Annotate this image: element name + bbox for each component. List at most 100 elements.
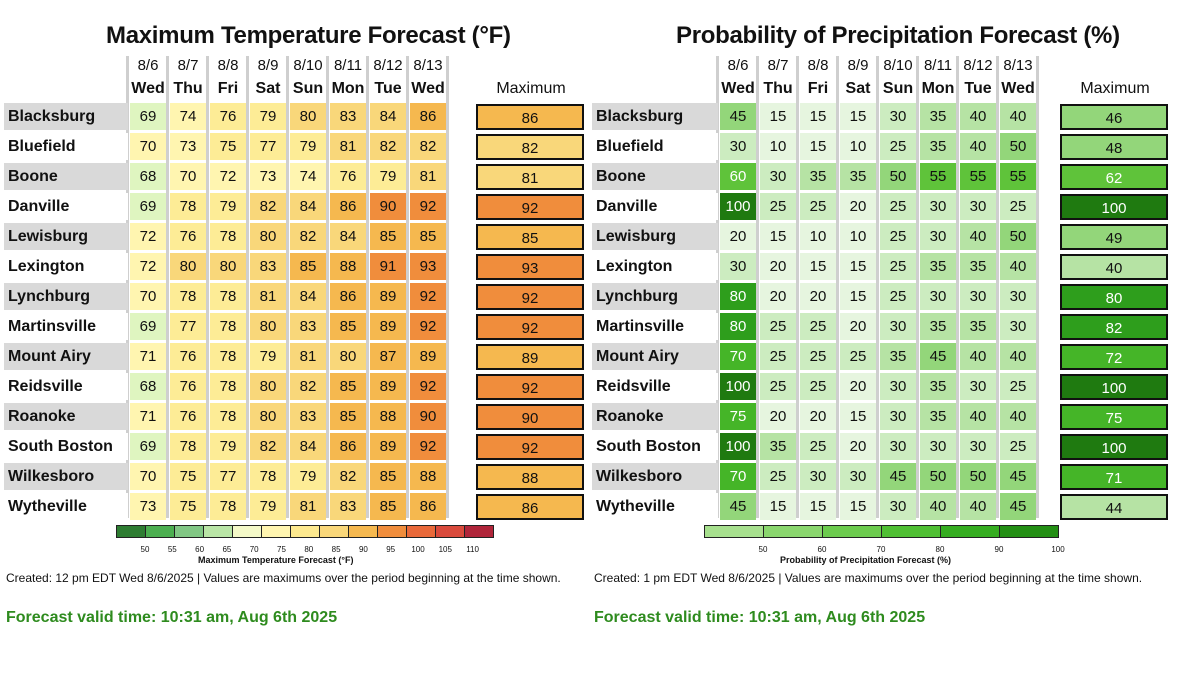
forecast-cell: 69 [130,193,166,220]
forecast-cell: 30 [920,193,956,220]
date-header: 8/6 [727,57,749,74]
city-label: Blacksburg [4,103,128,130]
forecast-cell: 88 [410,463,446,490]
forecast-cell: 35 [920,103,956,130]
colorbar-tick-label: 60 [195,545,205,554]
forecast-cell: 76 [170,343,206,370]
forecast-cell: 30 [880,493,916,520]
date-header: 8/6 [137,57,159,74]
forecast-cell: 30 [880,403,916,430]
day-header: Thu [763,80,793,97]
colorbar-tick-label: 110 [466,545,479,554]
forecast-cell: 86 [330,283,366,310]
column-separator [876,56,879,518]
forecast-cell: 92 [410,283,446,310]
colorbar-segment [822,525,882,538]
forecast-cell: 30 [880,373,916,400]
forecast-cell: 72 [130,223,166,250]
date-header: 8/10 [883,57,913,74]
maximum-cell: 92 [476,194,584,220]
column-separator [326,56,329,518]
forecast-cell: 45 [880,463,916,490]
forecast-cell: 82 [250,193,286,220]
forecast-cell: 15 [840,493,876,520]
forecast-cell: 30 [760,163,796,190]
forecast-cell: 73 [130,493,166,520]
forecast-cell: 15 [800,493,836,520]
forecast-cell: 35 [920,313,956,340]
forecast-cell: 85 [330,313,366,340]
forecast-cell: 82 [410,133,446,160]
forecast-cell: 76 [210,103,246,130]
forecast-cell: 84 [290,283,326,310]
temperature-title: Maximum Temperature Forecast (°F) [106,22,511,49]
forecast-cell: 84 [290,193,326,220]
forecast-cell: 78 [210,403,246,430]
forecast-cell: 30 [960,193,996,220]
precipitation-panel: Probability of Precipitation Forecast (%… [590,0,1200,675]
forecast-cell: 82 [250,433,286,460]
forecast-cell: 35 [920,373,956,400]
city-label: Wytheville [592,493,718,520]
colorbar-tick-label: 95 [386,545,396,554]
forecast-cell: 81 [250,283,286,310]
city-label: Boone [4,163,128,190]
maximum-cell: 40 [1060,254,1168,280]
city-label: Lynchburg [4,283,128,310]
column-separator [366,56,369,518]
forecast-cell: 79 [250,103,286,130]
forecast-cell: 25 [880,223,916,250]
forecast-cell: 45 [1000,463,1036,490]
forecast-cell: 79 [210,433,246,460]
forecast-cell: 15 [760,493,796,520]
city-label: South Boston [592,433,718,460]
forecast-cell: 25 [880,193,916,220]
forecast-cell: 80 [330,343,366,370]
forecast-cell: 80 [720,313,756,340]
colorbar-tick-label: 100 [1051,545,1065,554]
day-header: Thu [173,80,203,97]
day-header: Tue [374,80,402,97]
forecast-cell: 35 [920,133,956,160]
forecast-cell: 20 [840,373,876,400]
forecast-cell: 92 [410,373,446,400]
city-label: Mount Airy [592,343,718,370]
forecast-cell: 35 [960,313,996,340]
date-header: 8/8 [807,57,829,74]
forecast-cell: 30 [840,463,876,490]
forecast-cell: 15 [800,253,836,280]
forecast-cell: 87 [370,343,406,370]
date-header: 8/10 [293,57,323,74]
forecast-cell: 73 [170,133,206,160]
city-label: Blacksburg [592,103,718,130]
column-separator [756,56,759,518]
forecast-cell: 83 [290,313,326,340]
maximum-cell: 100 [1060,194,1168,220]
maximum-cell: 46 [1060,104,1168,130]
day-header: Tue [964,80,992,97]
forecast-cell: 30 [920,223,956,250]
column-separator [286,56,289,518]
forecast-cell: 85 [370,493,406,520]
column-separator [446,56,449,518]
forecast-cell: 72 [130,253,166,280]
forecast-cell: 30 [960,433,996,460]
forecast-cell: 92 [410,193,446,220]
city-label: Roanoke [4,403,128,430]
forecast-cell: 30 [800,463,836,490]
date-header: 8/11 [923,57,953,74]
forecast-cell: 20 [760,283,796,310]
forecast-cell: 73 [250,163,286,190]
day-header: Wed [721,80,755,97]
forecast-cell: 70 [720,343,756,370]
maximum-cell: 85 [476,224,584,250]
maximum-cell: 82 [476,134,584,160]
column-separator [406,56,409,518]
day-header: Fri [807,80,829,97]
forecast-cell: 40 [960,343,996,370]
forecast-cell: 25 [760,313,796,340]
colorbar-segment [174,525,204,538]
forecast-cell: 25 [880,283,916,310]
date-header: 8/11 [333,57,363,74]
forecast-cell: 69 [130,103,166,130]
